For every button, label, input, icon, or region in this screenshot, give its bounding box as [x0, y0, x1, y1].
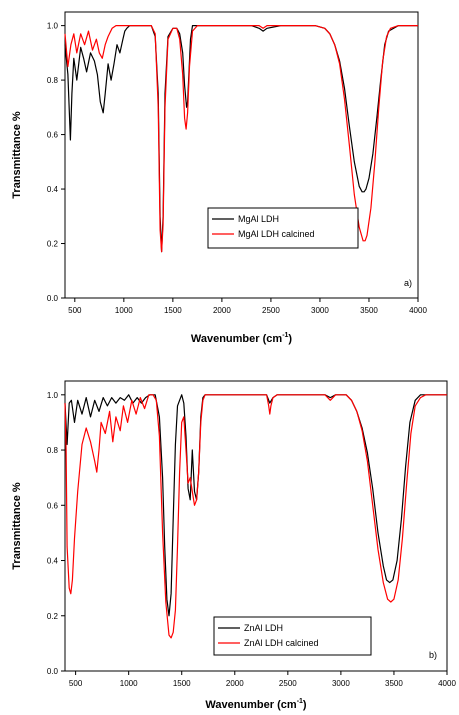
- x-tick-label: 1000: [115, 306, 133, 315]
- y-tick-label: 0.4: [47, 557, 59, 566]
- x-tick-label: 4000: [409, 306, 427, 315]
- x-tick-label: 1500: [164, 306, 182, 315]
- x-tick-label: 2000: [226, 679, 244, 688]
- plot-frame: [64, 380, 448, 672]
- series-line-calcined: [64, 25, 418, 253]
- x-tick-label: 3000: [332, 679, 350, 688]
- y-tick-label: 0.0: [47, 667, 59, 676]
- y-tick-label: 0.2: [47, 612, 59, 621]
- legend-box: [207, 207, 359, 249]
- x-tick-label: 3500: [360, 306, 378, 315]
- y-tick-label: 0.8: [47, 446, 59, 455]
- x-axis-title: Wavenumber (cm-1): [191, 332, 293, 345]
- series-line-uncalcined: [64, 25, 418, 253]
- x-tick-label: 1000: [120, 679, 138, 688]
- legend: MgAl LDH MgAl LDH calcined: [207, 207, 359, 249]
- x-tick-label: 3500: [385, 679, 403, 688]
- x-tick-label: 3000: [311, 306, 329, 315]
- legend-label: MgAl LDH calcined: [238, 229, 315, 239]
- y-tick-label: 0.6: [47, 501, 59, 510]
- panel-label: a): [404, 278, 412, 288]
- y-tick-label: 0.4: [47, 185, 59, 194]
- legend-label: ZnAl LDH calcined: [244, 638, 319, 648]
- series-line-calcined: [64, 394, 447, 639]
- chart-panel-2: 500 1000 1500 2000 2500 3000 3500 4000 0.0 0.2 0.4…: [11, 380, 456, 711]
- y-axis-title: Transmittance %: [11, 111, 23, 199]
- y-tick-label: 0.6: [47, 131, 59, 140]
- x-tick-label: 2500: [279, 679, 297, 688]
- x-axis-title: Wavenumber (cm-1): [205, 698, 307, 711]
- chart-panel-1: 500 1000 1500 2000 2500 3000 3500 4000 0.0 0.2 0.4…: [11, 11, 427, 345]
- x-tick-label: 500: [68, 306, 82, 315]
- legend-label: MgAl LDH: [238, 214, 279, 224]
- plot-frame: [64, 11, 419, 299]
- y-tick-label: 1.0: [47, 391, 59, 400]
- legend-label: ZnAl LDH: [244, 623, 283, 633]
- x-tick-label: 1500: [173, 679, 191, 688]
- y-tick-label: 0.0: [47, 294, 59, 303]
- x-tick-label: 500: [69, 679, 83, 688]
- y-axis-title: Transmittance %: [11, 482, 23, 570]
- series-line-uncalcined: [64, 394, 447, 617]
- legend: ZnAl LDH ZnAl LDH calcined: [213, 616, 372, 656]
- y-tick-label: 1.0: [47, 22, 59, 31]
- x-tick-label: 2000: [213, 306, 231, 315]
- y-tick-label: 0.8: [47, 76, 59, 85]
- legend-box: [213, 616, 372, 656]
- panel-label: b): [429, 650, 437, 660]
- x-tick-label: 2500: [262, 306, 280, 315]
- x-tick-label: 4000: [438, 679, 456, 688]
- y-tick-label: 0.2: [47, 240, 59, 249]
